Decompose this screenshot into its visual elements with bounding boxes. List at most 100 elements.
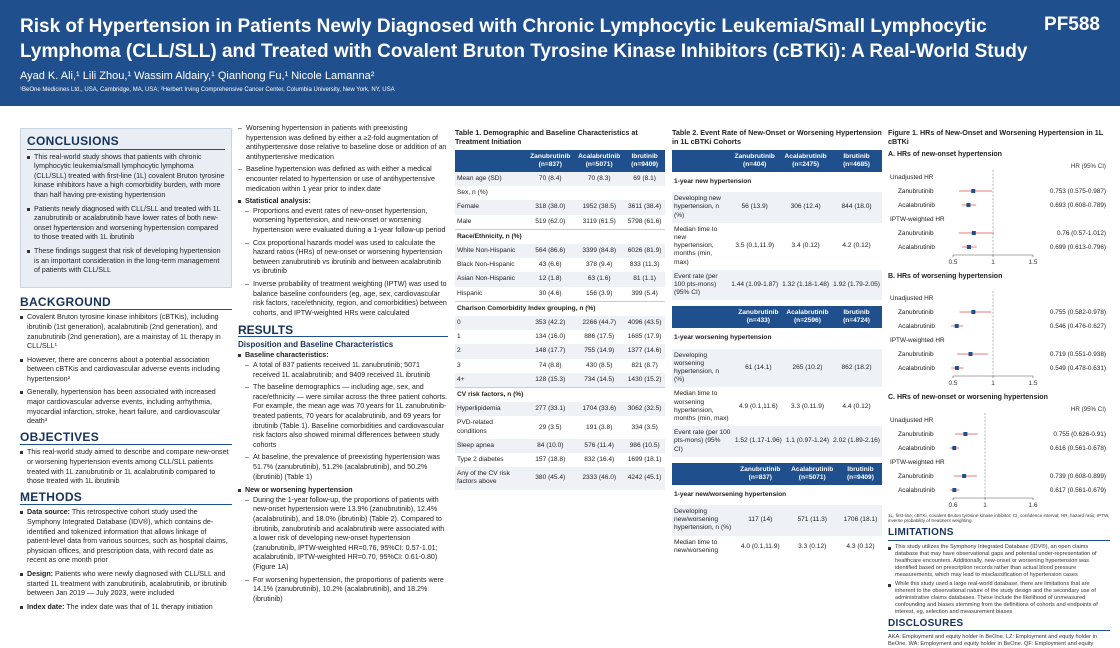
new-worsening-subitem: For worsening hypertension, the proporti…	[245, 576, 448, 605]
table1-cell: 334 (3.5)	[631, 423, 658, 431]
hr-value-label: 0.753 (0.575-0.987)	[1050, 188, 1106, 195]
conclusion-item: Patients newly diagnosed with CLL/SLL an…	[27, 205, 225, 243]
forest-plot: HR (95% CI) Unadjusted HR Zanubrutinib 0.75…	[890, 406, 1106, 509]
table1-row-label: Male	[457, 217, 472, 225]
table1-cell: 2333 (46.0)	[574, 467, 625, 490]
table1-cell: 84 (10.0)	[526, 438, 575, 454]
methods-heading: METHODS	[20, 491, 232, 506]
table1-cell: 564 (86.6)	[526, 244, 575, 259]
table2-cell: 4.4 (0.12)	[842, 402, 871, 410]
forest-panel-title: B. HRs of worsening hypertension	[888, 272, 1003, 280]
forest-group-label: Unadjusted HR	[890, 174, 934, 181]
forest-group-label: IPTW-weighted HR	[890, 459, 945, 466]
methods-label: Index date:	[27, 602, 65, 611]
table2-block: Zanubrutinib (n=433) Acalabrutinib (n=259…	[672, 306, 882, 457]
table2-cell: 4.0 (0.1,11.9)	[740, 542, 780, 550]
table2-header-cell	[672, 306, 733, 329]
table1-cell: 886 (17.5)	[584, 333, 615, 341]
table2-block: Zanubrutinib (n=404) Acalabrutinib (n=247…	[672, 150, 882, 301]
table2-cell: 844 (18.0)	[831, 192, 882, 223]
table-row: Developing new hypertension, n (%) 56 (13…	[672, 192, 882, 223]
x-tick-label: 1.5	[1029, 380, 1038, 387]
forest-row-label: Acalabrutinib	[898, 323, 935, 330]
table2-head: Zanubrutinib (n=433) Acalabrutinib (n=259…	[672, 306, 882, 329]
disclosures-heading: DISCLOSURES	[888, 618, 1110, 632]
conclusions-box: CONCLUSIONS This real-world study shows …	[20, 128, 232, 288]
table2-cell: 571 (11.3)	[785, 505, 839, 536]
table2-head: Zanubrutinib (n=837) Acalabrutinib (n=507…	[672, 462, 882, 485]
methods-text: This retrospective cohort study used the…	[27, 508, 228, 565]
baseline-label: Baseline characteristics:	[245, 351, 329, 360]
hr-value-label: 0.693 (0.608-0.789)	[1050, 202, 1106, 209]
stat-analysis-subitem: Proportions and event rates of new-onset…	[245, 207, 448, 236]
hr-value-label: 0.755 (0.582-0.978)	[1050, 309, 1106, 316]
table2-header-row: Zanubrutinib (n=404) Acalabrutinib (n=247…	[672, 150, 882, 172]
table2-cell: 4.9 (0.1,11.6)	[738, 402, 778, 410]
objective-item: This real-world study aimed to describe …	[20, 448, 232, 486]
column-1: CONCLUSIONS This real-world study shows …	[20, 128, 232, 616]
table1-cell: 430 (8.5)	[586, 361, 613, 369]
table1-cell: 157 (18.8)	[535, 456, 566, 464]
table-row: 1-year worsening hypertension	[672, 328, 882, 349]
table1-header-cell: Acalabrutinib (n=5071)	[574, 150, 625, 172]
hr-marker	[966, 202, 971, 207]
conclusion-item: This real-world study shows that patient…	[27, 153, 225, 201]
table2-group-label: 1-year new/worsening hypertension	[672, 484, 882, 506]
table1-cell: 63 (1.6)	[574, 272, 625, 287]
table2-cell: 1706 (18.1)	[838, 505, 882, 536]
table2-header-row: Zanubrutinib (n=433) Acalabrutinib (n=259…	[672, 306, 882, 329]
table1-row-label: Sex, n (%)	[457, 189, 488, 197]
table2-row-label: Developing worsening hypertension, n (%)	[672, 348, 733, 388]
table1-cell: 3611 (38.4)	[624, 200, 665, 215]
table1-row-label: 4+	[455, 372, 527, 388]
table-row: Developing new/worsening hypertension, n…	[672, 505, 882, 536]
table1-cell: 318 (38.0)	[526, 200, 575, 215]
table1-header-row: Zanubrutinib (n=837) Acalabrutinib (n=50…	[455, 150, 665, 172]
stat-analysis-item: Statistical analysis: Proportions and ev…	[238, 197, 448, 318]
forest-row-label: Zanubrutinib	[898, 188, 934, 195]
table1-cell: 69 (8.1)	[624, 172, 665, 187]
table2-header-cell: Acalabrutinib (n=2475)	[780, 150, 832, 172]
table-row: Type 2 diabetes 157 (18.8) 832 (16.4) 1699 …	[455, 453, 665, 467]
table2-cell: 306 (12.4)	[780, 192, 832, 223]
table-row: Hyperlipidemia 277 (33.1) 1704 (33.6) 3062 …	[455, 402, 665, 417]
table1-cell: 576 (11.4)	[574, 438, 625, 454]
table1-cell	[574, 186, 624, 200]
forest-plot: HR (95% CI) Unadjusted HR Zanubrutinib 0.75…	[890, 163, 1106, 266]
conclusions-list: This real-world study shows that patient…	[27, 153, 225, 276]
hr-value-label: 0.617 (0.561-0.679)	[1050, 487, 1106, 494]
forest-row-label: Zanubrutinib	[898, 230, 934, 237]
table1-row-label: White Non-Hispanic	[455, 244, 527, 259]
table2-header-cell: Acalabrutinib (n=5071)	[785, 462, 839, 485]
hr-marker	[954, 324, 959, 329]
column-5: Figure 1. HRs of New-Onset and Worsening…	[888, 128, 1110, 648]
table1-cell: 70 (8.3)	[574, 172, 625, 187]
table2-block: Zanubrutinib (n=837) Acalabrutinib (n=507…	[672, 462, 882, 558]
table2-cell: 1.32 (1.18-1.48)	[780, 269, 832, 301]
table1-cell: 380 (45.4)	[526, 467, 575, 490]
methods-item: Design: Patients who were newly diagnose…	[20, 570, 232, 599]
table-row: 1 134 (16.0) 886 (17.5) 1685 (17.9)	[455, 330, 665, 344]
limitations-heading: LIMITATIONS	[888, 528, 1110, 541]
table2-row-label: Developing new hypertension, n (%)	[672, 192, 730, 223]
x-tick-label: 1.5	[1029, 259, 1038, 266]
table2-group-label: 1-year new hypertension	[672, 172, 882, 193]
table1-cell: 43 (6.6)	[538, 261, 562, 269]
table-row: Developing worsening hypertension, n (%)…	[672, 348, 882, 388]
table-row: 4+ 128 (15.3) 734 (14.5) 1430 (15.2)	[455, 372, 665, 388]
hr-value-label: 0.549 (0.478-0.631)	[1050, 365, 1106, 372]
table1-cell: 353 (42.2)	[526, 316, 575, 331]
forest-group-label: Unadjusted HR	[890, 295, 934, 302]
table1-row-label: 3	[457, 361, 461, 369]
forest-row-label: Zanubrutinib	[898, 473, 934, 480]
hr-ci-label: HR (95% CI)	[1071, 406, 1106, 413]
stat-analysis-block: Statistical analysis: Proportions and ev…	[238, 197, 448, 318]
table1-cell: 1430 (15.2)	[624, 372, 665, 388]
hr-marker	[971, 310, 976, 315]
table2-cell: 3.5 (0.1,11.9)	[735, 242, 775, 250]
forest-plot: Unadjusted HR Zanubrutinib 0.755 (0.582-0.…	[890, 291, 1106, 387]
forest-row-label: Acalabrutinib	[898, 487, 935, 494]
forest-group-label: Unadjusted HR	[890, 417, 934, 424]
column-3: Table 1. Demographic and Baseline Charac…	[455, 128, 665, 490]
new-worsening-list: During the 1-year follow-up, the proport…	[245, 496, 448, 605]
